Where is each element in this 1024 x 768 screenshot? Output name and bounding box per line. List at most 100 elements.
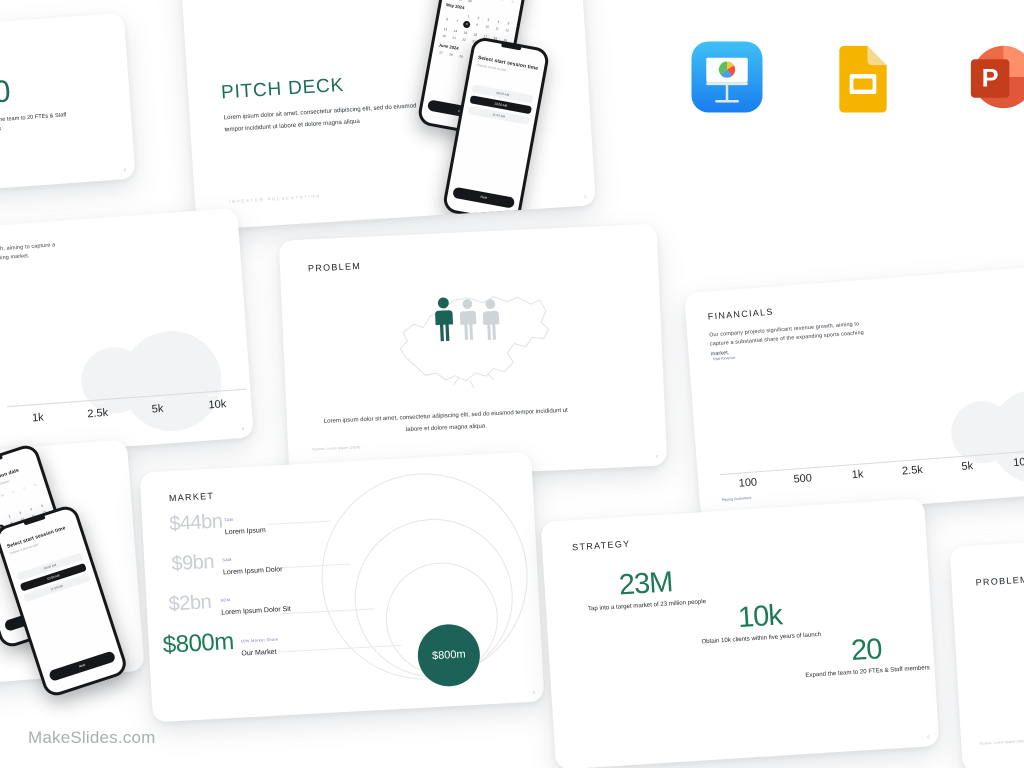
page-title: MARKET: [168, 490, 215, 504]
market-leader-line: [268, 520, 331, 525]
calendar-day[interactable]: 14: [453, 28, 458, 34]
calendar-day[interactable]: 30: [467, 0, 473, 4]
chart-bar-group: $2,500,000: [7, 402, 67, 411]
calendar-day[interactable]: 3: [487, 17, 490, 22]
people-group-icon: [435, 297, 500, 342]
market-amount-som: $2bn: [168, 591, 212, 616]
chart-bar-group: $2,500,000: [884, 458, 939, 466]
microsoft-powerpoint-icon[interactable]: P: [962, 40, 1024, 114]
time-picker-header: Select start session time Choose a time …: [476, 55, 539, 78]
chart-x-tick: 1k: [31, 411, 45, 425]
google-slides-icon[interactable]: [826, 40, 900, 114]
chart-bar-value: $25,000,000: [207, 392, 226, 398]
slide-page-number: 3: [655, 453, 658, 459]
apple-keynote-icon[interactable]: [690, 40, 764, 114]
slide-page-number: 6: [123, 167, 127, 173]
problem-body: Lorem ipsum dolor sit amet, consectetur …: [323, 407, 568, 433]
chart-x-tick: 5k: [961, 459, 974, 473]
calendar-day[interactable]: 22: [462, 37, 467, 43]
calendar-day[interactable]: 29: [458, 54, 464, 59]
calendar-day[interactable]: 27: [438, 50, 444, 56]
market-amount-our: $800m: [162, 627, 235, 659]
chart-bar-group: $250,000: [775, 466, 830, 472]
chart-bar-group: $500,000: [829, 462, 884, 469]
slide-pitch-deck[interactable]: PITCH DECK Lorem ipsum dolor sit amet, c…: [180, 0, 596, 231]
weekday: F: [501, 0, 504, 3]
calendar-day[interactable]: 12: [505, 28, 510, 33]
slide-market[interactable]: MARKET $800m $44bn TAM Lorem Ipsum $9bn …: [139, 451, 545, 723]
slide-strategy[interactable]: STRATEGY 23M Tap into a target market of…: [540, 498, 940, 768]
strategy-cell-1: 23M Tap into a target market of 23 milli…: [580, 564, 712, 615]
slide-strategy-partial[interactable]: 10k Obtain 10k clients within five years…: [0, 12, 136, 198]
slide-page-number: 1: [583, 193, 587, 199]
calendar-day[interactable]: 1: [467, 14, 470, 19]
chart-bar-group: [720, 470, 775, 474]
market-amount-tam: $44bn: [168, 510, 223, 536]
calendar-day[interactable]: 2: [477, 15, 480, 21]
time-option-list[interactable]: 09:00 AM 10:00 AM 11:00 AM: [462, 83, 539, 128]
chart-x-tick: 1k: [851, 468, 864, 482]
market-tag-our: 10% Market Share: [240, 637, 279, 644]
calendar-day[interactable]: 20: [442, 33, 447, 39]
calendar-day[interactable]: 16: [473, 32, 478, 37]
slide-financials[interactable]: FINANCIALS Our company projects signific…: [684, 263, 1024, 521]
market-tag-sam: SAM: [222, 557, 232, 563]
chart-x-tick: 500: [793, 472, 813, 486]
app-icon-row: P: [690, 40, 1024, 114]
slide-problem[interactable]: PROBLEM Lorem ipsum dolor sit amet, cons…: [278, 223, 668, 483]
slide-problem-right[interactable]: PROBLEM Source: Lorem Ipsum (2024): [949, 529, 1024, 768]
chart-x-axis-label: Paying Customers: [721, 495, 752, 503]
financials-bar-chart-partial: $2,500,000 $5,750,000 $11,500,000 $25,00…: [0, 267, 247, 425]
chart-bar-group: $25,000,000: [186, 389, 246, 397]
market-label-our: Our Market: [241, 648, 277, 658]
calendar-day[interactable]: 15: [463, 30, 468, 36]
calendar-day[interactable]: 29: [456, 0, 464, 2]
strategy-caption-20: Expand the team to 20 FTEs & Staff membe…: [0, 112, 67, 133]
market-label-tam: Lorem Ipsum: [224, 527, 266, 537]
market-tag-tam: TAM: [224, 517, 234, 523]
market-amount-sam: $9bn: [170, 550, 215, 576]
slide-page-number: 6: [927, 734, 930, 740]
chart-x-tick: 2.5k: [86, 407, 109, 421]
strategy-value-20: 20: [0, 73, 11, 111]
calendar-day[interactable]: 9: [475, 22, 479, 27]
calendar-day[interactable]: 13: [443, 26, 448, 32]
market-tag-som: SOM: [220, 598, 231, 603]
calendar-day[interactable]: 21: [452, 35, 457, 41]
weekday: T: [488, 0, 496, 1]
calendar-day[interactable]: 11: [495, 26, 500, 31]
time-picker-next-button[interactable]: Next: [452, 186, 516, 209]
problem-source-note: Source: Lorem Ipsum (2024): [979, 738, 1024, 746]
calendar-day-selected[interactable]: 8: [462, 20, 472, 29]
calendar-day[interactable]: 10: [485, 24, 490, 29]
chart-x-tick: 100: [738, 476, 758, 490]
slide-financials-partial[interactable]: Our company projects significant revenue…: [0, 207, 254, 467]
page-title: PROBLEM: [975, 574, 1024, 588]
page-title: STRATEGY: [571, 538, 631, 553]
pitch-deck-body: Lorem ipsum dolor sit amet, consectetur …: [223, 102, 417, 134]
site-watermark: MakeSlides.com: [28, 728, 156, 747]
market-label-sam: Lorem Ipsum Dolor: [222, 566, 283, 577]
calendar-day[interactable]: 4: [497, 19, 500, 24]
map-outline-icon: [399, 296, 550, 389]
chart-bars: $2,500,000 $5,750,000 $11,500,000 $25,00…: [0, 267, 246, 411]
calendar-day[interactable]: 7: [455, 19, 459, 24]
weekday: S: [511, 0, 514, 4]
market-label-som: Lorem Ipsum Dolor Sit: [221, 605, 291, 617]
slide-page-number: 5: [241, 425, 245, 432]
strategy-cell-3: 20 Expand the team to 20 FTEs & Staff me…: [802, 630, 930, 681]
chart-x-tick: 2.5k: [901, 463, 924, 478]
calendar-day[interactable]: 28: [448, 52, 454, 57]
calendar-selected-badge: 8: [462, 20, 471, 29]
problem-source-note: Source: Lorem Ipsum (2024): [312, 445, 361, 452]
slide-page-number: 4: [532, 689, 536, 695]
page-title: PROBLEM: [307, 260, 362, 274]
chart-bar-value: $2,500,000: [29, 405, 46, 411]
page-title: FINANCIALS: [707, 306, 775, 322]
chart-y-axis-label: Total Revenue: [712, 355, 736, 362]
calendar-day[interactable]: 5: [507, 21, 510, 26]
financials-body-partial: Our company projects significant revenue…: [0, 242, 56, 270]
slide-product-mockup-front[interactable]: [0, 480, 156, 692]
calendar-day[interactable]: 6: [445, 17, 449, 22]
